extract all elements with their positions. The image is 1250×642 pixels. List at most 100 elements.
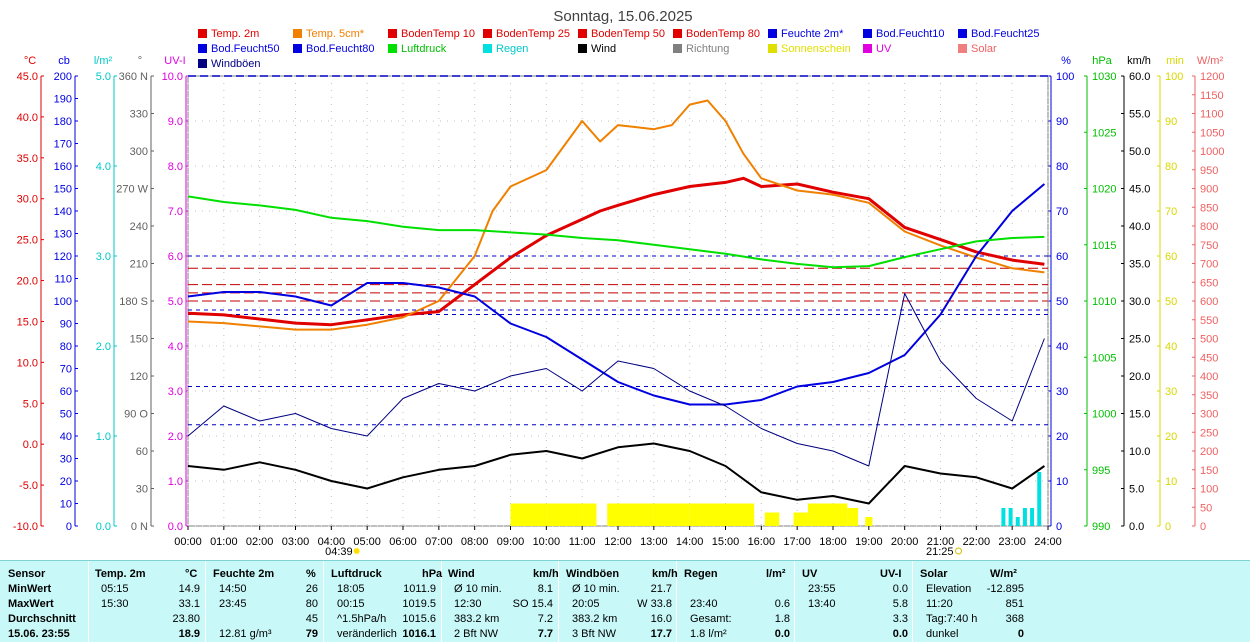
axis-tick-label: 750	[1200, 240, 1218, 252]
sunshine-bar	[511, 504, 547, 527]
x-tick-label: 09:00	[497, 536, 525, 548]
axis-tick-label: 300	[1200, 409, 1218, 421]
x-tick-label: 06:00	[389, 536, 417, 548]
axis-tick-label: 40	[60, 431, 72, 443]
x-tick-label: 13:00	[640, 536, 668, 548]
table-cell: Temp. 2m	[95, 567, 146, 582]
x-tick-label: 19:00	[855, 536, 883, 548]
table-cell: 23.80	[140, 612, 200, 627]
axis-tick-label: 0 N	[131, 521, 148, 533]
axis-tick-label: 170	[54, 139, 72, 151]
axis-tick-label: 80	[1165, 161, 1177, 173]
axis-tick-label: 2.0	[96, 341, 111, 353]
legend-swatch	[768, 29, 777, 38]
table-cell: 15.06. 23:55	[8, 627, 70, 642]
axis-tick-label: 360 N	[119, 71, 148, 83]
sunset-icon	[956, 548, 962, 554]
axis-tick-label: 150	[54, 184, 72, 196]
table-cell: 11:20	[926, 597, 953, 612]
axis-tick-label: 5.0	[168, 296, 183, 308]
axis-tick-label: 10	[1056, 476, 1068, 488]
table-cell: 21.7	[612, 582, 672, 597]
table-cell: Regen	[684, 567, 718, 582]
axis-tick-label: 330	[130, 109, 148, 121]
axis-tick-label: 10.0	[162, 71, 183, 83]
axis-tick-label: 100	[1056, 71, 1074, 83]
x-tick-label: 18:00	[819, 536, 847, 548]
axis-tick-label: 120	[54, 251, 72, 263]
axis-tick-label: 60	[60, 386, 72, 398]
table-cell: SO 15.4	[493, 597, 553, 612]
axis-tick-label: 10.0	[1129, 446, 1150, 458]
axis-tick-label: 100	[1200, 484, 1218, 496]
legend-swatch	[768, 44, 777, 53]
table-cell: 45	[258, 612, 318, 627]
table-cell: 18.9	[140, 627, 200, 642]
legend-swatch	[863, 29, 872, 38]
legend-swatch	[293, 44, 302, 53]
table-cell: 20:05	[572, 597, 600, 612]
table-cell: 33.1	[140, 597, 200, 612]
table-cell: W 33.8	[612, 597, 672, 612]
axis-tick-label: 1.0	[168, 476, 183, 488]
legend-label: Windböen	[211, 58, 261, 70]
axis-tick-label: 10	[60, 499, 72, 511]
sunshine-bar	[765, 513, 779, 527]
legend-label: Bod.Feucht50	[211, 43, 280, 55]
legend-label: Temp. 5cm*	[306, 28, 365, 40]
table-cell: 23:40	[690, 597, 718, 612]
rain-bar	[1009, 508, 1013, 526]
table-cell: Feuchte 2m	[213, 567, 274, 582]
axis-tick-label: 130	[54, 229, 72, 241]
axis-tick-label: 550	[1200, 315, 1218, 327]
table-cell: 1011.9	[376, 582, 436, 597]
axis-tick-label: 8.0	[168, 161, 183, 173]
table-cell: 16.0	[612, 612, 672, 627]
legend-label: Luftdruck	[401, 43, 447, 55]
axis-tick-label: 50	[60, 409, 72, 421]
rain-bar	[1001, 508, 1005, 526]
sunshine-bar	[546, 504, 582, 527]
table-cell: 3 Bft NW	[572, 627, 616, 642]
axis-tick-label: 200	[1200, 446, 1218, 458]
legend-swatch	[198, 29, 207, 38]
axis-tick-label: 15.0	[1129, 409, 1150, 421]
axis-tick-label: 40.0	[17, 112, 38, 124]
axis-unit-pct: %	[1061, 55, 1071, 67]
x-tick-label: 22:00	[963, 536, 991, 548]
table-cell: 1019.5	[376, 597, 436, 612]
table-cell: 05:15	[101, 582, 129, 597]
table-cell: 383.2 km	[572, 612, 617, 627]
x-tick-label: 16:00	[748, 536, 776, 548]
axis-tick-label: 950	[1200, 165, 1218, 177]
legend-label: Richtung	[686, 43, 729, 55]
legend-label: BodenTemp 10	[401, 28, 475, 40]
table-cell: 1015.6	[376, 612, 436, 627]
axis-tick-label: -5.0	[19, 480, 38, 492]
table-cell: 3.3	[848, 612, 908, 627]
axis-tick-label: 30	[1165, 386, 1177, 398]
legend-swatch	[578, 44, 587, 53]
table-cell: km/h	[533, 567, 559, 582]
axis-tick-label: 1.0	[96, 431, 111, 443]
axis-unit-rain: l/m²	[94, 55, 113, 67]
table-cell: 14:50	[219, 582, 247, 597]
sunshine-bar	[808, 504, 847, 527]
table-cell: 18:05	[337, 582, 365, 597]
table-cell: 79	[258, 627, 318, 642]
legend: Temp. 2m Temp. 5cm* BodenTemp 10 BodenTemp …	[198, 28, 1040, 70]
axis-tick-label: 90 O	[124, 409, 148, 421]
x-tick-label: 02:00	[246, 536, 274, 548]
table-cell: Sensor	[8, 567, 45, 582]
sunrise-icon	[354, 548, 360, 554]
axis-tick-label: 35.0	[17, 153, 38, 165]
legend-swatch	[483, 29, 492, 38]
axis-tick-label: 240	[130, 221, 148, 233]
axis-tick-label: 6.0	[168, 251, 183, 263]
legend-label: Regen	[496, 43, 528, 55]
axis-tick-label: 0	[1200, 521, 1206, 533]
axis-tick-label: 450	[1200, 352, 1218, 364]
axis-tick-label: 7.0	[168, 206, 183, 218]
axis-tick-label: 30	[60, 454, 72, 466]
table-cell: 0.0	[848, 582, 908, 597]
